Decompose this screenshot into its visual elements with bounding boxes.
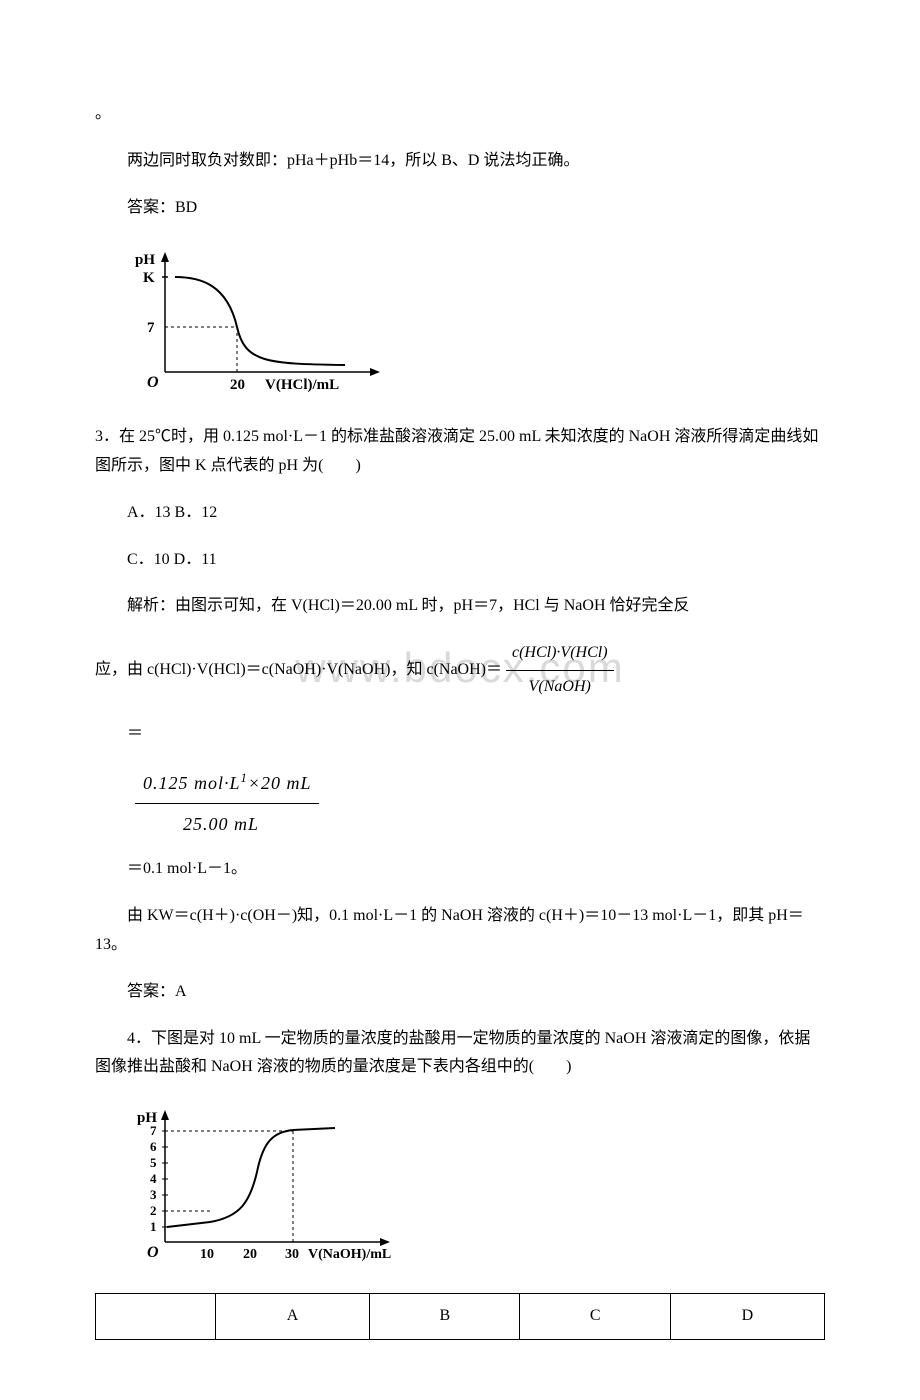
result-line: ＝0.1 mol·L－1。: [95, 855, 825, 884]
fraction-1: c(HCl)·V(HCl) V(NaOH): [506, 639, 614, 702]
answer-line: 答案：BD: [95, 194, 825, 223]
options-table: A B C D: [95, 1293, 825, 1340]
x-axis-label: V(HCl)/mL: [265, 377, 339, 392]
question-3-stem: 3．在 25℃时，用 0.125 mol·L－1 的标准盐酸溶液滴定 25.00…: [95, 423, 825, 481]
fraction-2-denominator: 25.00 mL: [175, 804, 267, 840]
y-axis-label: pH: [135, 252, 155, 268]
table-cell-a: A: [216, 1293, 370, 1339]
svg-text:O: O: [147, 1244, 159, 1261]
svg-text:1: 1: [150, 1219, 157, 1234]
text-line: 。: [95, 100, 825, 129]
equals-line: ＝: [95, 720, 825, 749]
svg-text:V(NaOH)/mL: V(NaOH)/mL: [308, 1247, 391, 1262]
fraction-1-numerator: c(HCl)·V(HCl): [506, 639, 614, 671]
explanation-line-3: 由 KW＝c(H＋)·c(OH－)知，0.1 mol·L－1 的 NaOH 溶液…: [95, 902, 825, 960]
fraction-1-denominator: V(NaOH): [506, 671, 614, 702]
document-content: 。 两边同时取负对数即：pHa＋pHb＝14，所以 B、D 说法均正确。 答案：…: [95, 100, 825, 1340]
question-3-options-1: A．13 B．12: [95, 499, 825, 528]
titration-chart-2: pH 7 6 5 4 3 2 1 O 10 20 30 V(NaOH)/mL: [125, 1102, 825, 1273]
table-cell-blank: [96, 1293, 216, 1339]
text-line: 两边同时取负对数即：pHa＋pHb＝14，所以 B、D 说法均正确。: [95, 147, 825, 176]
explanation-line-1: 解析：由图示可知，在 V(HCl)＝20.00 mL 时，pH＝7，HCl 与 …: [95, 592, 825, 621]
svg-text:10: 10: [200, 1247, 214, 1262]
question-4-stem: 4．下图是对 10 mL 一定物质的量浓度的盐酸用一定物质的量浓度的 NaOH …: [95, 1025, 825, 1083]
explanation-line-2: 应，由 c(HCl)·V(HCl)＝c(NaOH)·V(NaOH)，知 c(Na…: [95, 639, 825, 702]
table-row: A B C D: [96, 1293, 825, 1339]
svg-text:6: 6: [150, 1139, 157, 1154]
explanation-text-2: 应，由 c(HCl)·V(HCl)＝c(NaOH)·V(NaOH)，知 c(Na…: [95, 656, 502, 685]
explanation-text: 解析：由图示可知，在 V(HCl)＝20.00 mL 时，pH＝7，HCl 与 …: [95, 592, 690, 621]
fraction-2-numerator: 0.125 mol·L1×20 mL: [135, 767, 319, 804]
svg-text:2: 2: [150, 1203, 157, 1218]
table-cell-c: C: [520, 1293, 670, 1339]
svg-text:5: 5: [150, 1155, 157, 1170]
svg-text:30: 30: [285, 1247, 299, 1262]
y-tick-7: 7: [147, 320, 155, 336]
table-cell-b: B: [370, 1293, 520, 1339]
table-cell-d: D: [670, 1293, 824, 1339]
titration-chart-1: pH K 7 O 20 V(HCl)/mL: [125, 242, 825, 403]
fraction-2: 0.125 mol·L1×20 mL 25.00 mL: [135, 767, 825, 841]
svg-text:3: 3: [150, 1187, 157, 1202]
x-tick-20: 20: [230, 377, 245, 392]
svg-text:4: 4: [150, 1171, 157, 1186]
origin-label: O: [147, 374, 159, 391]
svg-text:20: 20: [243, 1247, 257, 1262]
answer-3: 答案：A: [95, 978, 825, 1007]
question-3-options-2: C．10 D．11: [95, 546, 825, 575]
point-k-label: K: [143, 270, 155, 286]
svg-text:7: 7: [150, 1123, 157, 1138]
